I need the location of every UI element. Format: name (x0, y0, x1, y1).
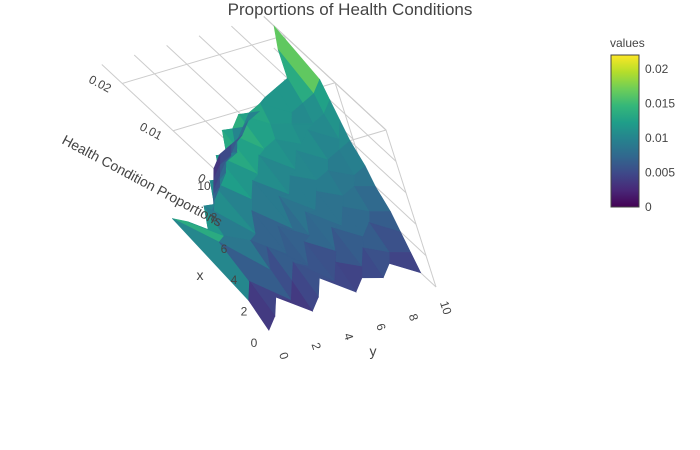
x-tick-label: 2 (241, 305, 248, 319)
grid-line (263, 16, 387, 131)
colorbar-tick-label: 0.02 (645, 62, 669, 76)
z-tick-label: 0.01 (137, 120, 164, 143)
chart-title: Proportions of Health Conditions (227, 0, 473, 19)
grid-line (122, 34, 285, 84)
y-tick-label: 8 (406, 312, 421, 323)
y-axis-title: y (370, 343, 377, 359)
surface[interactable] (172, 24, 422, 331)
surface-cell (388, 252, 422, 274)
colorbar-tick-label: 0.01 (645, 131, 669, 145)
colorbar-title: values (610, 36, 645, 50)
surface-cell (248, 280, 276, 331)
x-tick-label: 8 (211, 210, 218, 224)
x-tick-label: 6 (221, 242, 228, 256)
x-tick-label: 0 (251, 336, 258, 350)
colorbar-tick-label: 0.015 (645, 96, 675, 110)
grid-line (101, 64, 225, 179)
x-axis-title: x (197, 267, 204, 283)
z-tick-label: 0.02 (86, 72, 113, 95)
colorbar-tick-label: 0.005 (645, 165, 675, 179)
x-tick-label: 4 (231, 273, 238, 287)
colorbar-tick-label: 0 (645, 200, 652, 214)
y-tick-label: 6 (373, 322, 388, 333)
colorbar: values 0 0.005 0.01 0.015 0.02 (610, 36, 675, 214)
x-tick-label: 10 (197, 179, 211, 193)
y-tick-label: 0 (276, 350, 291, 361)
y-tick-label: 2 (309, 341, 324, 352)
grid-line (385, 129, 437, 288)
y-tick-label: 10 (437, 299, 455, 316)
y-tick-label: 4 (341, 331, 356, 342)
colorbar-gradient (610, 54, 640, 208)
